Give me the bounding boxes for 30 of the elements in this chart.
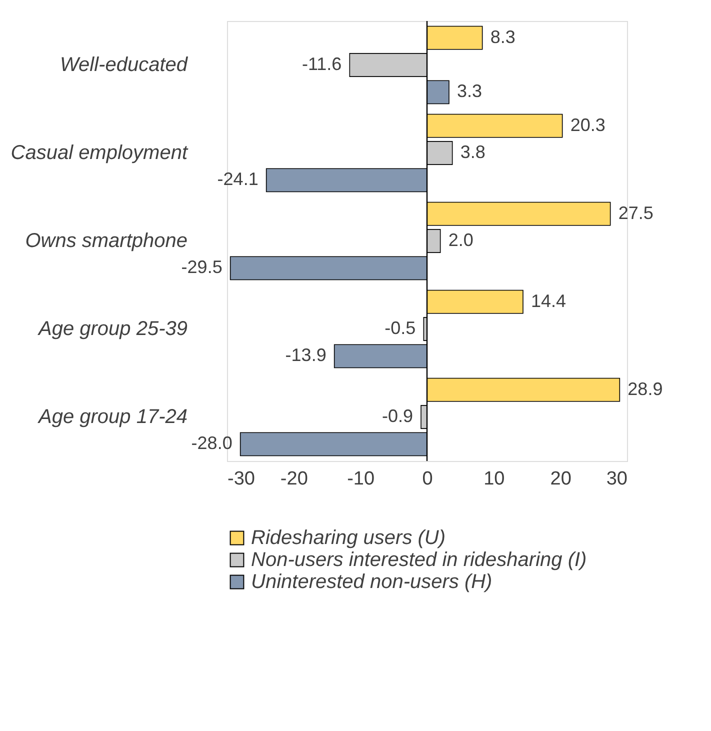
x-tick-label: 10 <box>484 468 505 490</box>
x-tick-label: -10 <box>347 468 375 490</box>
data-label: -0.5 <box>384 318 416 338</box>
data-label: 20.3 <box>570 114 606 135</box>
legend-label: Non-users interested in ridesharing (I) <box>251 549 587 571</box>
data-label: -0.9 <box>382 406 413 426</box>
x-tick-label: 20 <box>550 468 572 490</box>
x-tick-label: -20 <box>280 468 308 490</box>
y-tick-label: Age group 17-24 <box>37 406 188 428</box>
data-label: 27.5 <box>618 202 654 223</box>
legend-label: Uninterested non-users (H) <box>251 571 492 593</box>
data-label: -28.0 <box>191 433 232 454</box>
data-label: -13.9 <box>285 345 326 366</box>
y-tick-label: Casual employment <box>10 142 189 164</box>
x-tick-label: -30 <box>228 468 255 490</box>
x-tick-label: 30 <box>606 468 628 490</box>
x-tick-label: 0 <box>422 468 433 490</box>
data-label: 3.3 <box>457 81 482 102</box>
y-tick-label: Age group 25-39 <box>37 318 188 340</box>
data-label: -11.6 <box>302 54 342 74</box>
y-tick-label: Well-educated <box>60 54 188 76</box>
data-label: 14.4 <box>531 290 566 311</box>
data-label: -24.1 <box>217 169 258 190</box>
data-label: 3.8 <box>460 142 486 162</box>
y-tick-label: Owns smartphone <box>25 230 188 252</box>
legend-label: Ridesharing users (U) <box>251 527 446 549</box>
data-label: -29.5 <box>181 257 222 278</box>
data-label: 8.3 <box>490 26 516 47</box>
data-label: 2.0 <box>448 230 474 250</box>
data-label: 28.9 <box>628 378 663 399</box>
